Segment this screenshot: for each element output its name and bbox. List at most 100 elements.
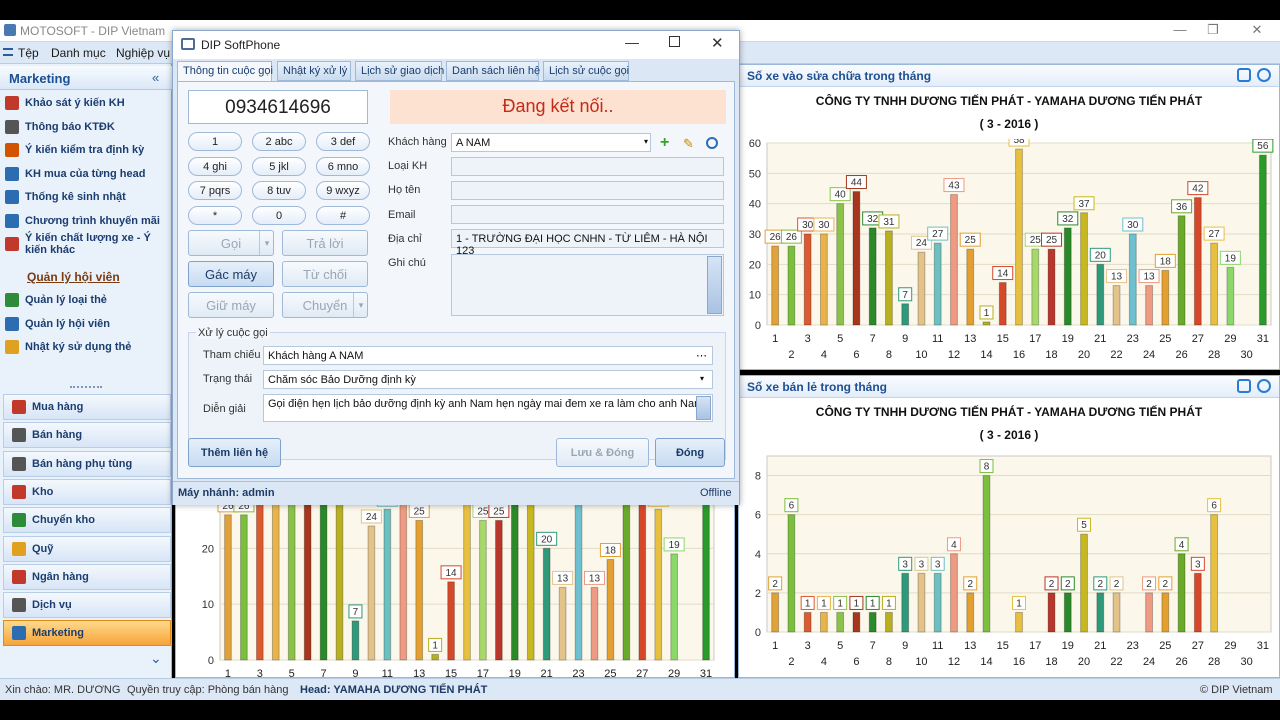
answer-button[interactable]: Trả lời: [282, 230, 368, 256]
keypad-key[interactable]: 6 mno: [316, 156, 370, 176]
repair-chart-title: Số xe vào sửa chữa trong tháng: [747, 69, 932, 83]
tab-transaction-history[interactable]: Lịch sử giao dịch: [355, 61, 444, 81]
edit-customer-icon[interactable]: ✎: [683, 136, 694, 151]
keypad-key[interactable]: 9 wxyz: [316, 181, 370, 200]
keypad-key[interactable]: 3 def: [316, 132, 370, 151]
data-label-box: [1174, 537, 1189, 552]
sidebar-item-4[interactable]: Thống kê sinh nhật: [5, 186, 167, 208]
description-field[interactable]: Gọi điện hẹn lịch bảo dưỡng định kỳ anh …: [263, 394, 713, 422]
sidebar-item-2[interactable]: Ý kiến kiểm tra định kỳ: [5, 139, 167, 161]
menu-icon[interactable]: [3, 48, 13, 56]
save-close-button[interactable]: Lưu & Đóng: [556, 438, 649, 467]
nav-3[interactable]: Kho: [3, 478, 171, 505]
tab-call-info[interactable]: Thông tin cuộc gọi: [177, 61, 273, 82]
tab-call-history[interactable]: Lịch sử cuộc gọi: [543, 61, 629, 81]
settings-icon[interactable]: [1257, 68, 1271, 82]
dialog-maximize-button[interactable]: [669, 36, 680, 47]
refresh-icon[interactable]: [1237, 68, 1251, 82]
search-customer-icon[interactable]: [706, 137, 718, 149]
collapse-sidebar-button[interactable]: «: [152, 70, 160, 85]
tab-contact-list[interactable]: Danh sách liên hệ: [446, 61, 540, 81]
note-scrollbar[interactable]: [707, 256, 722, 314]
keypad-key[interactable]: #: [316, 205, 370, 225]
description-scrollbar[interactable]: [696, 396, 711, 420]
hangup-button[interactable]: Gác máy: [188, 261, 274, 287]
close-button[interactable]: ✕: [1251, 22, 1263, 37]
hold-button[interactable]: Giữ máy: [188, 292, 274, 318]
sidebar-item-5[interactable]: Chương trình khuyến mãi: [5, 210, 167, 232]
nav-1[interactable]: Bán hàng: [3, 422, 171, 449]
menu-operations[interactable]: Nghiệp vụ: [116, 46, 171, 60]
state-select[interactable]: Chăm sóc Bảo Dưỡng định kỳ ▾: [263, 370, 713, 389]
sidebar-item2-2[interactable]: Nhật ký sử dụng thẻ: [5, 336, 167, 358]
splitter-handle[interactable]: [70, 386, 102, 390]
reject-button[interactable]: Từ chối: [282, 261, 368, 287]
sidebar-item-6[interactable]: Ý kiến chất lượng xe - Ý kiến khác: [5, 232, 167, 256]
email-field[interactable]: [451, 205, 724, 224]
menu-catalog[interactable]: Danh mục: [51, 46, 106, 60]
sidebar-item-0[interactable]: Khảo sát ý kiến KH: [5, 92, 167, 114]
nav-2[interactable]: Bán hàng phụ tùng: [3, 450, 171, 477]
address-field[interactable]: 1 - TRƯỜNG ĐẠI HỌC CNHN - TỪ LIÊM - HÀ N…: [451, 229, 724, 257]
menu-file[interactable]: Tệp: [18, 46, 39, 60]
x-tick-label: 12: [948, 349, 960, 361]
x-tick-label: 5: [837, 333, 843, 345]
data-label-box: [1012, 595, 1026, 610]
data-label-box: [1142, 576, 1157, 591]
data-label-box: [914, 556, 929, 571]
tab-process-log[interactable]: Nhật ký xử lý: [277, 61, 351, 81]
x-tick-label: 17: [477, 668, 489, 678]
sidebar-link-member-management[interactable]: Quản lý hội viên: [27, 270, 120, 284]
note-field[interactable]: [451, 254, 724, 316]
sidebar-item-3[interactable]: KH mua của từng head: [5, 163, 167, 185]
x-tick-label: 10: [915, 656, 927, 668]
nav-0[interactable]: Mua hàng: [3, 394, 171, 420]
call-dropdown-icon[interactable]: ▾: [259, 231, 274, 255]
settings-icon[interactable]: [1257, 379, 1271, 393]
call-button[interactable]: Gọi ▾: [188, 230, 274, 256]
maximize-button[interactable]: ❐: [1207, 22, 1219, 37]
add-customer-icon[interactable]: +: [660, 134, 670, 151]
keypad-key[interactable]: 5 jkl: [252, 156, 306, 176]
x-tick-label: 6: [853, 656, 859, 668]
keypad-key[interactable]: *: [188, 205, 242, 225]
sidebar-item2-1[interactable]: Quản lý hội viên: [5, 313, 167, 335]
data-label: 31: [883, 217, 895, 228]
keypad-key[interactable]: 0: [252, 205, 306, 225]
nav-7[interactable]: Dịch vụ: [3, 592, 171, 619]
minimize-button[interactable]: —: [1173, 22, 1187, 37]
nav-8[interactable]: Marketing: [3, 620, 171, 647]
bar: [271, 492, 280, 661]
sidebar-item-1[interactable]: Thông báo KTĐK: [5, 116, 167, 138]
nav-6[interactable]: Ngân hàng: [3, 563, 171, 590]
close-dialog-button[interactable]: Đóng: [655, 438, 725, 467]
keypad-key[interactable]: 7 pqrs: [188, 181, 242, 200]
add-contact-button[interactable]: Thêm liên hệ: [188, 438, 281, 467]
more-nav-button[interactable]: ⌄: [150, 650, 162, 666]
customer-type-field[interactable]: [451, 157, 724, 176]
name-field[interactable]: [451, 181, 724, 200]
keypad-key[interactable]: 2 abc: [252, 132, 306, 151]
nav-4[interactable]: Chuyển kho: [3, 507, 171, 534]
nav-icon: [12, 598, 26, 613]
keypad-key[interactable]: 1: [188, 132, 242, 151]
keypad-key[interactable]: 4 ghi: [188, 156, 242, 176]
phone-number-display[interactable]: 0934614696: [188, 90, 368, 124]
nav-5[interactable]: Quỹ: [3, 535, 171, 562]
x-tick-label: 30: [1240, 656, 1252, 668]
menu-item-icon: [5, 237, 19, 251]
sidebar-header: Marketing «: [0, 66, 172, 90]
transfer-button[interactable]: Chuyển ▾: [282, 292, 368, 318]
sidebar-item2-0[interactable]: Quản lý loại thẻ: [5, 289, 167, 311]
keypad-key[interactable]: 8 tuv: [252, 181, 306, 200]
reference-field[interactable]: Khách hàng A NAM ⋯: [263, 346, 713, 365]
ellipsis-icon[interactable]: ⋯: [696, 350, 707, 362]
customer-select[interactable]: A NAM ▾: [451, 133, 651, 152]
bar: [1015, 148, 1023, 326]
bar: [771, 245, 780, 326]
transfer-dropdown-icon[interactable]: ▾: [353, 293, 368, 317]
x-tick-label: 29: [668, 668, 680, 678]
dialog-close-button[interactable]: ✕: [711, 35, 724, 52]
refresh-icon[interactable]: [1237, 379, 1251, 393]
dialog-minimize-button[interactable]: —: [625, 34, 639, 50]
